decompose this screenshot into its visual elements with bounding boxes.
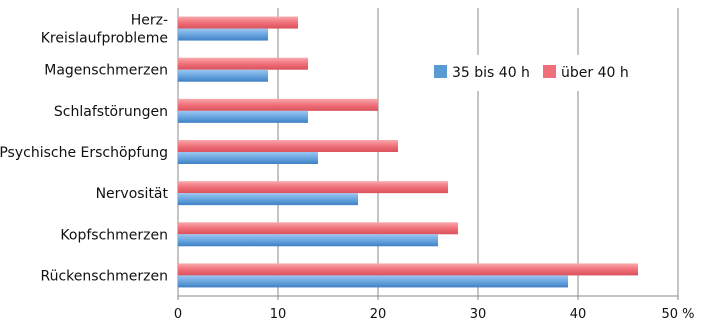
category-label: Kreislaufprobleme	[41, 31, 168, 47]
bar-series-1	[178, 69, 268, 82]
bar-series-2	[178, 263, 638, 276]
bar-series-1	[178, 275, 568, 288]
category-label: Psychische Erschöpfung	[0, 145, 168, 161]
bar-series-2	[178, 57, 308, 70]
x-tick-label: 50 %	[661, 307, 694, 322]
bar-series-2	[178, 181, 448, 194]
bar-series-2	[178, 140, 398, 152]
bar-series-1	[178, 110, 308, 123]
category-label: Nervosität	[96, 186, 169, 202]
category-label: Kopfschmerzen	[60, 227, 168, 243]
legend-label: 35 bis 40 h	[452, 65, 530, 81]
x-tick-label: 20	[370, 307, 387, 322]
category-label: Magenschmerzen	[44, 63, 168, 79]
bar-series-1	[178, 234, 438, 247]
x-tick-label: 40	[570, 307, 587, 322]
bar-series-2	[178, 222, 458, 235]
legend-swatch	[543, 65, 556, 78]
bar-series-1	[178, 152, 318, 164]
legend-label: über 40 h	[561, 65, 629, 81]
legend-swatch	[434, 65, 447, 78]
x-tick-label: 0	[174, 307, 182, 322]
bar-series-2	[178, 98, 378, 111]
category-label: Schlafstörungen	[54, 104, 168, 120]
bars	[178, 16, 638, 288]
tick-labels: 0 10 20 30 40 50 %	[174, 307, 695, 322]
x-tick-label: 10	[270, 307, 287, 322]
bar-series-2	[178, 16, 298, 29]
legend-box	[422, 55, 646, 91]
bar-series-1	[178, 193, 358, 206]
x-tick-label: 30	[470, 307, 487, 322]
category-label: Rückenschmerzen	[41, 268, 168, 284]
category-labels: Herz- Kreislaufprobleme Magenschmerzen Schl…	[0, 13, 169, 285]
legend: 35 bis 40 h über 40 h	[422, 55, 646, 91]
bar-series-1	[178, 28, 268, 41]
category-label: Herz-	[131, 13, 168, 29]
